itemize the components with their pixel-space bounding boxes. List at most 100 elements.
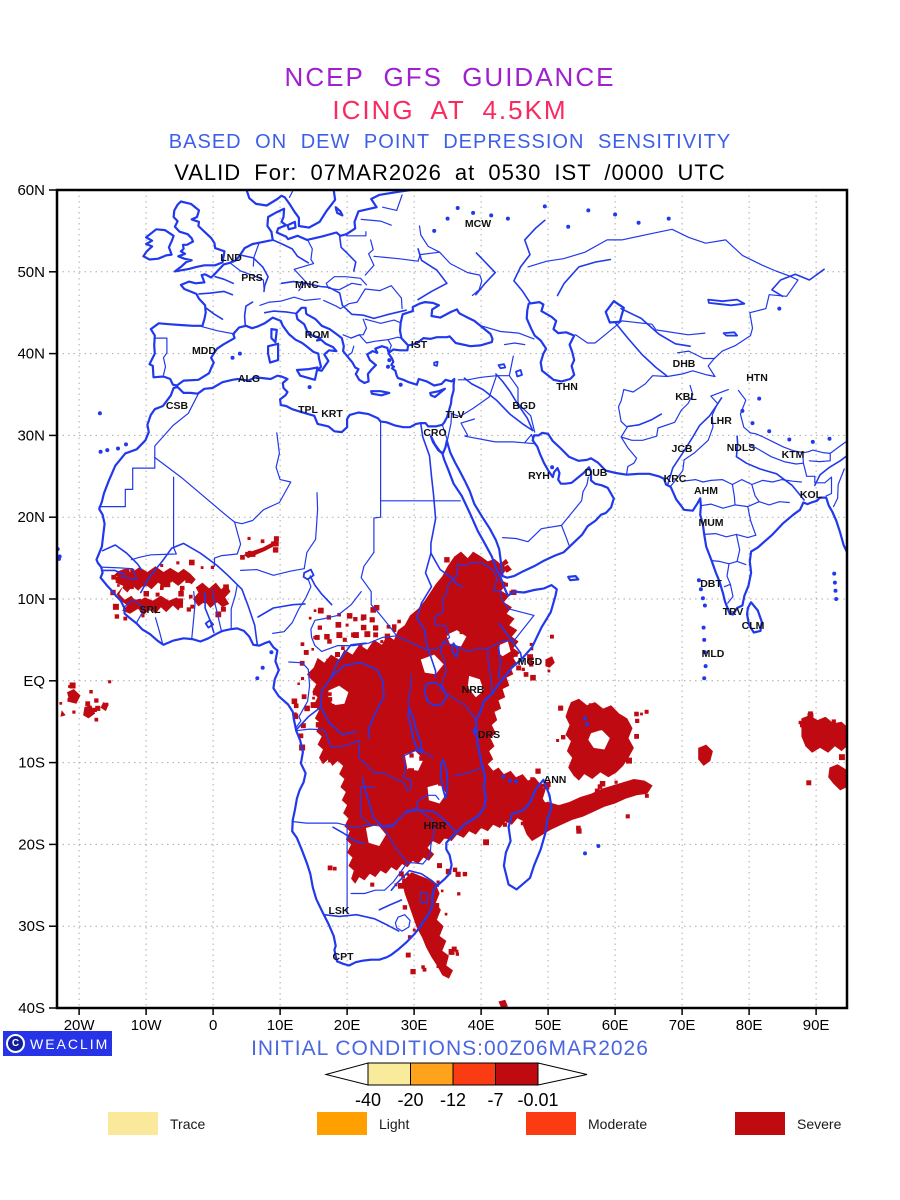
copyright-icon: C [6,1034,25,1053]
station-label-mdd: MDD [192,345,216,357]
station-label-jcb: JCB [671,443,692,455]
station-label-cro: CRO [423,427,446,439]
station-label-krt: KRT [321,408,343,420]
legend-label-trace: Trace [170,1116,206,1132]
y-tick-label: 20S [18,836,45,853]
x-tick-label: 20W [64,1017,96,1034]
y-tick-label: 10N [17,591,45,608]
station-label-mgd: MGD [518,656,543,668]
colorbar-tick-label: -40 [354,1090,382,1110]
station-label-krc: KRC [664,473,687,485]
station-label-srl: SRL [140,604,162,616]
station-label-lhr: LHR [710,415,732,427]
legend-swatch-moderate [526,1112,576,1135]
y-tick-label: 30S [18,918,45,935]
y-axis-labels: 60N 50N 40N 30N 20N 10N EQ 10S 20S 30S 40S [17,182,45,1017]
station-label-bgd: BGD [512,400,536,412]
x-tick-label: 80E [736,1017,763,1034]
y-tick-label: 40S [18,1000,45,1017]
station-label-cpt: CPT [333,951,355,963]
colorbar-box [452,1062,496,1086]
station-label-mum: MUM [698,517,723,529]
legend-swatch-light [317,1112,367,1135]
y-tick-label: EQ [23,673,45,690]
weaclim-logo-text: WEACLIM [30,1035,110,1052]
station-label-mnc: MNC [295,279,319,291]
station-label-prs: PRS [241,272,263,284]
colorbar-box [410,1062,454,1086]
map-layers [57,190,847,1008]
x-tick-label: 0 [209,1017,217,1034]
icing-severe-areas [59,536,847,1008]
station-label-clm: CLM [742,620,765,632]
station-label-htn: HTN [746,372,768,384]
colorbar-box [367,1062,411,1086]
x-tick-label: 10W [131,1017,163,1034]
y-tick-label: 50N [17,264,45,281]
colorbar-tick-label: -0.01 [517,1090,559,1110]
station-label-tpl: TPL [298,404,318,416]
station-label-mld: MLD [702,648,725,660]
station-label-nrb: NRB [462,684,485,696]
colorbar-tick-label: -12 [439,1090,467,1110]
station-labels: MCW LND PRS MNC ROM IST MDD ALG CSB TPL KRT TLV CRO B… [140,218,823,963]
station-label-ndls: NDLS [727,442,756,454]
coastlines-and-borders [57,190,847,967]
station-label-ktm: KTM [782,449,805,461]
title-model: NCEP GFS GUIDANCE [284,62,616,92]
station-label-dhb: DHB [673,358,696,370]
legend-swatch-trace [108,1112,158,1135]
weaclim-logo: C WEACLIM [3,1031,112,1056]
station-label-alg: ALG [238,373,260,385]
station-label-hrr: HRR [424,820,447,832]
station-label-rom: ROM [305,329,330,341]
x-tick-label: 10E [267,1017,294,1034]
x-tick-label: 40E [468,1017,495,1034]
station-label-ahm: AHM [694,485,718,497]
station-label-lnd: LND [220,252,242,264]
legend-swatch-severe [735,1112,785,1135]
station-label-thn: THN [556,381,578,393]
title-subtitle: BASED ON DEW POINT DEPRESSION SENSITIVIT… [168,131,732,153]
station-label-lsk: LSK [329,905,350,917]
x-axis-labels: 20W 10W 0 10E 20E 30E 40E 50E 60E 70E 80E 90E [64,1017,830,1034]
station-label-tlv: TLV [445,409,464,421]
x-tick-label: 70E [669,1017,696,1034]
station-label-trv: TRV [723,606,744,618]
x-tick-label: 60E [602,1017,629,1034]
y-tick-label: 10S [18,755,45,772]
axis-ticks [49,189,817,1015]
y-tick-label: 60N [17,182,45,199]
colorbar-left-arrow [324,1062,369,1086]
x-tick-label: 30E [401,1017,428,1034]
station-label-ryh: RYH [528,470,550,482]
legend-label-moderate: Moderate [588,1116,648,1132]
x-tick-label: 90E [803,1017,830,1034]
station-label-dub: DUB [585,467,608,479]
y-tick-label: 20N [17,509,45,526]
y-tick-label: 30N [17,427,45,444]
legend-label-severe: Severe [797,1116,842,1132]
title-product: ICING AT 4.5KM [332,95,568,125]
x-tick-label: 20E [334,1017,361,1034]
station-label-dbt: DBT [700,578,722,590]
legend-label-light: Light [379,1116,410,1132]
colorbar-tick-label: -7 [487,1090,504,1110]
station-label-csb: CSB [166,400,189,412]
station-label-kbl: KBL [675,391,697,403]
station-label-ann: ANN [544,774,567,786]
colorbar-graphic [324,1062,588,1086]
colorbar-box [495,1062,539,1086]
station-label-mcw: MCW [465,218,491,230]
y-tick-label: 40N [17,346,45,363]
station-label-kol: KOL [800,489,823,501]
title-valid-time: VALID For: 07MAR2026 at 0530 IST /0000 U… [174,160,726,185]
colorbar-right-arrow [537,1062,588,1086]
x-tick-label: 50E [535,1017,562,1034]
initial-conditions-text: INITIAL CONDITIONS:00Z06MAR2026 [251,1037,649,1060]
colorbar-tick-label: -20 [397,1090,424,1110]
station-label-ist: IST [411,339,428,351]
station-label-drs: DRS [478,729,500,741]
